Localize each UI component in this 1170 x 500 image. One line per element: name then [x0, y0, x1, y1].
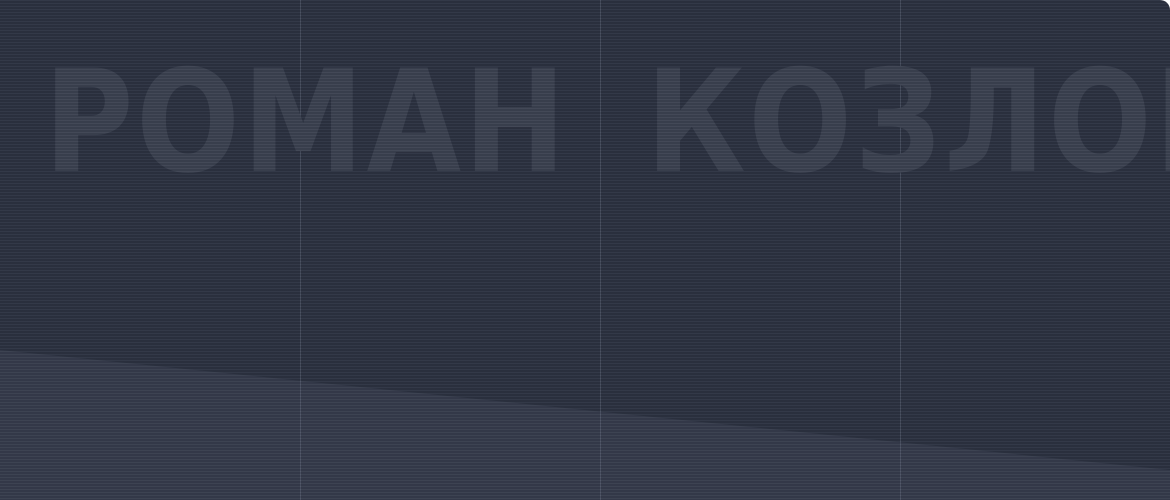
column-divider [300, 0, 301, 500]
last-name: КОЗЛОВ [645, 40, 1170, 205]
column-divider [600, 0, 601, 500]
name-watermark: РОМАН КОЗЛОВ [44, 40, 1170, 205]
first-name: РОМАН [44, 40, 569, 205]
column-divider [900, 0, 901, 500]
